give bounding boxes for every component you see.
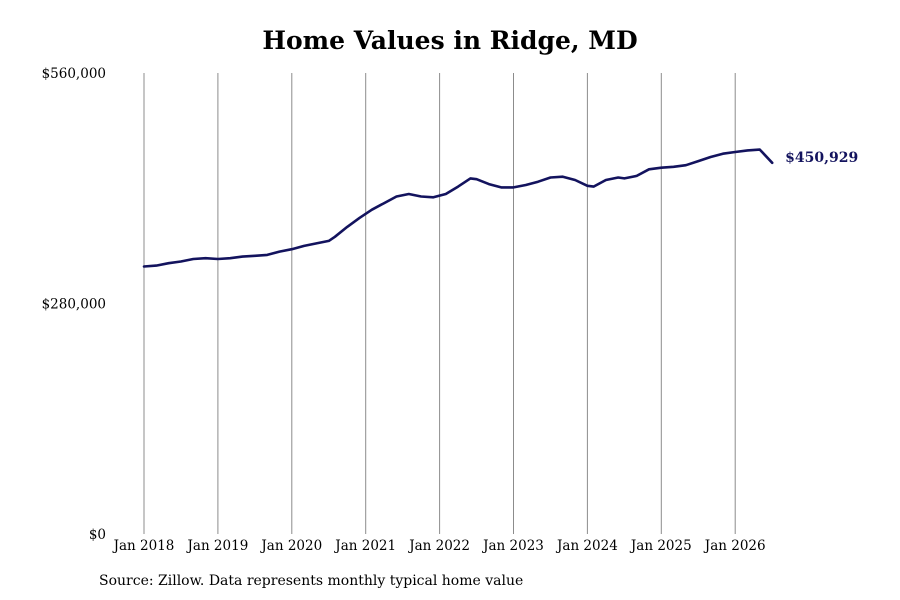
x-tick-label: Jan 2026 [703, 538, 766, 554]
end-value-label: $450,929 [785, 150, 858, 166]
x-tick-label: Jan 2022 [407, 538, 470, 554]
x-tick-label: Jan 2021 [333, 538, 396, 554]
series-layer [142, 148, 774, 268]
x-tick-label: Jan 2020 [259, 538, 322, 554]
x-tick-label: Jan 2019 [185, 538, 248, 554]
x-tick-label: Jan 2025 [629, 538, 692, 554]
x-tick-label: Jan 2024 [555, 538, 618, 554]
y-tick-label: $0 [89, 527, 106, 543]
y-tick-label: $280,000 [42, 297, 106, 313]
series-line [142, 148, 774, 268]
axis-labels: Jan 2018 Jan 2019 Jan 2020 Jan 2021 Jan 2022… [42, 66, 766, 554]
grid-lines [143, 73, 736, 534]
x-tick-label: Jan 2018 [112, 538, 175, 554]
y-tick-label: $560,000 [42, 66, 106, 82]
x-tick-label: Jan 2023 [481, 538, 544, 554]
end-label-layer: $450,929 [785, 150, 858, 166]
chart-title: Home Values in Ridge, MD [262, 26, 638, 55]
source-note: Source: Zillow. Data represents monthly … [99, 573, 524, 589]
